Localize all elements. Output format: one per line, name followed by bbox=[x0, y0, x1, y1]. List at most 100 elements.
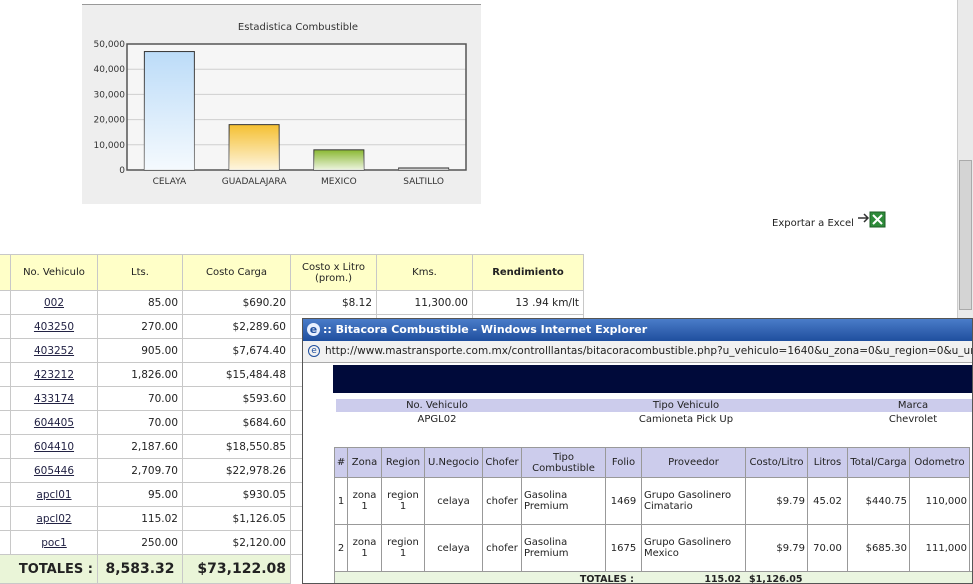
vehicle-link[interactable]: apcl02 bbox=[10, 506, 98, 531]
vehicle-link[interactable]: 002 bbox=[10, 290, 98, 315]
detail-cell: 45.02 bbox=[807, 477, 848, 525]
bar-shade bbox=[398, 167, 449, 170]
row-cell: $2,120.00 bbox=[182, 530, 291, 555]
detail-totals-value: $1,126.05 bbox=[749, 573, 803, 584]
detail-cell: 70.00 bbox=[807, 524, 848, 572]
detail-header: Total/Carga bbox=[847, 447, 910, 478]
row-cell: 115.02 bbox=[97, 506, 183, 531]
vehicle-link[interactable]: 604405 bbox=[10, 410, 98, 435]
detail-cell: chofer bbox=[482, 477, 522, 525]
plot-border bbox=[126, 43, 467, 171]
detail-cell: $9.79 bbox=[745, 524, 808, 572]
detail-header: Odometro bbox=[909, 447, 970, 478]
excel-icon[interactable] bbox=[856, 210, 888, 230]
row-cell: $22,978.26 bbox=[182, 458, 291, 483]
header-cell: Rendimiento bbox=[472, 254, 584, 291]
y-tick-label: 0 bbox=[119, 166, 125, 176]
info-value: Camioneta Pick Up bbox=[638, 413, 734, 425]
vehicle-link[interactable]: 433174 bbox=[10, 386, 98, 411]
detail-header: Chofer bbox=[482, 447, 522, 478]
detail-cell: 110,000 bbox=[909, 477, 970, 525]
vehicle-link[interactable]: 423212 bbox=[10, 362, 98, 387]
header-cell: Lts. bbox=[97, 254, 183, 291]
vehicle-link[interactable]: 403252 bbox=[10, 338, 98, 363]
detail-header: Folio bbox=[605, 447, 642, 478]
row-cell: 70.00 bbox=[97, 386, 183, 411]
detail-cell: $9.79 bbox=[745, 477, 808, 525]
info-header: Marca bbox=[897, 400, 929, 411]
vehicle-link[interactable]: 604410 bbox=[10, 434, 98, 459]
header-cell: No. Vehiculo bbox=[10, 254, 98, 291]
row-cell: 270.00 bbox=[97, 314, 183, 339]
row-cell: $690.20 bbox=[182, 290, 291, 315]
popup-titlebar: :: Bitacora Combustible - Windows Intern… bbox=[303, 319, 972, 341]
detail-cell: zona 1 bbox=[347, 524, 382, 572]
x-tick-label: CELAYA bbox=[153, 177, 187, 187]
x-tick-label: MEXICO bbox=[321, 177, 357, 187]
y-tick-label: 30,000 bbox=[94, 90, 126, 100]
header-cell: Kms. bbox=[376, 254, 473, 291]
detail-totals-bg bbox=[334, 571, 972, 583]
detail-cell: Gasolina Premium bbox=[521, 477, 606, 525]
detail-cell: 1469 bbox=[605, 477, 642, 525]
row-cell: $2,289.60 bbox=[182, 314, 291, 339]
scroll-thumb[interactable] bbox=[959, 160, 972, 310]
info-header-bg bbox=[336, 399, 972, 412]
detail-header: U.Negocio bbox=[424, 447, 483, 478]
x-tick-label: GUADALAJARA bbox=[222, 177, 288, 187]
ie-icon: e bbox=[307, 323, 320, 336]
detail-header: Costo/Litro bbox=[745, 447, 808, 478]
info-value: APGL02 bbox=[417, 413, 457, 425]
row-cell: $930.05 bbox=[182, 482, 291, 507]
row-cell: $18,550.85 bbox=[182, 434, 291, 459]
chart-title: Estadistica Combustible bbox=[238, 22, 358, 33]
detail-cell: 2 bbox=[334, 524, 348, 572]
popup-title: :: Bitacora Combustible - Windows Intern… bbox=[323, 323, 648, 336]
detail-cell: 111,000 bbox=[909, 524, 970, 572]
vehicle-link[interactable]: apcl01 bbox=[10, 482, 98, 507]
detail-cell: region 1 bbox=[381, 524, 425, 572]
row-cell: $684.60 bbox=[182, 410, 291, 435]
row-cell: 1,826.00 bbox=[97, 362, 183, 387]
detail-cell: celaya bbox=[424, 524, 483, 572]
detail-header: Zona bbox=[347, 447, 382, 478]
row-cell: $1,126.05 bbox=[182, 506, 291, 531]
x-tick-label: SALTILLO bbox=[403, 177, 444, 187]
detail-cell: region 1 bbox=[381, 477, 425, 525]
vehicle-link[interactable]: poc1 bbox=[10, 530, 98, 555]
row-cell: 13 .94 km/lt bbox=[472, 290, 584, 315]
detail-totals-value: 115.02 bbox=[704, 573, 741, 584]
scrollbar[interactable] bbox=[957, 0, 973, 318]
header-cell: Costo Carga bbox=[182, 254, 291, 291]
y-tick-label: 50,000 bbox=[94, 40, 126, 50]
info-header: No. Vehiculo bbox=[406, 400, 468, 411]
row-cell: $15,484.48 bbox=[182, 362, 291, 387]
detail-cell: zona 1 bbox=[347, 477, 382, 525]
row-cell: 85.00 bbox=[97, 290, 183, 315]
detail-totals-label: TOTALES : bbox=[579, 573, 634, 584]
totals-label: TOTALES : bbox=[0, 554, 98, 584]
detail-cell: 1675 bbox=[605, 524, 642, 572]
detail-cell: Grupo Gasolinero Cimatario bbox=[641, 477, 746, 525]
row-cell: 2,709.70 bbox=[97, 458, 183, 483]
detail-header: Region bbox=[381, 447, 425, 478]
bar-shade bbox=[144, 51, 195, 171]
totals-value: 8,583.32 bbox=[97, 554, 183, 584]
row-cell: 70.00 bbox=[97, 410, 183, 435]
popup-banner bbox=[333, 365, 972, 393]
address-bar[interactable]: http://www.mastransporte.com.mx/controll… bbox=[303, 341, 972, 363]
detail-cell: Gasolina Premium bbox=[521, 524, 606, 572]
row-cell: $593.60 bbox=[182, 386, 291, 411]
popup-window: :: Bitacora Combustible - Windows Intern… bbox=[302, 318, 973, 584]
detail-cell: $685.30 bbox=[847, 524, 910, 572]
row-cell: 95.00 bbox=[97, 482, 183, 507]
vehicle-link[interactable]: 605446 bbox=[10, 458, 98, 483]
vehicle-link[interactable]: 403250 bbox=[10, 314, 98, 339]
detail-cell: chofer bbox=[482, 524, 522, 572]
row-cell: $7,674.40 bbox=[182, 338, 291, 363]
detail-cell: celaya bbox=[424, 477, 483, 525]
info-value: Chevrolet bbox=[888, 413, 938, 425]
export-link[interactable]: Exportar a Excel bbox=[772, 218, 854, 229]
detail-header: Litros bbox=[807, 447, 848, 478]
